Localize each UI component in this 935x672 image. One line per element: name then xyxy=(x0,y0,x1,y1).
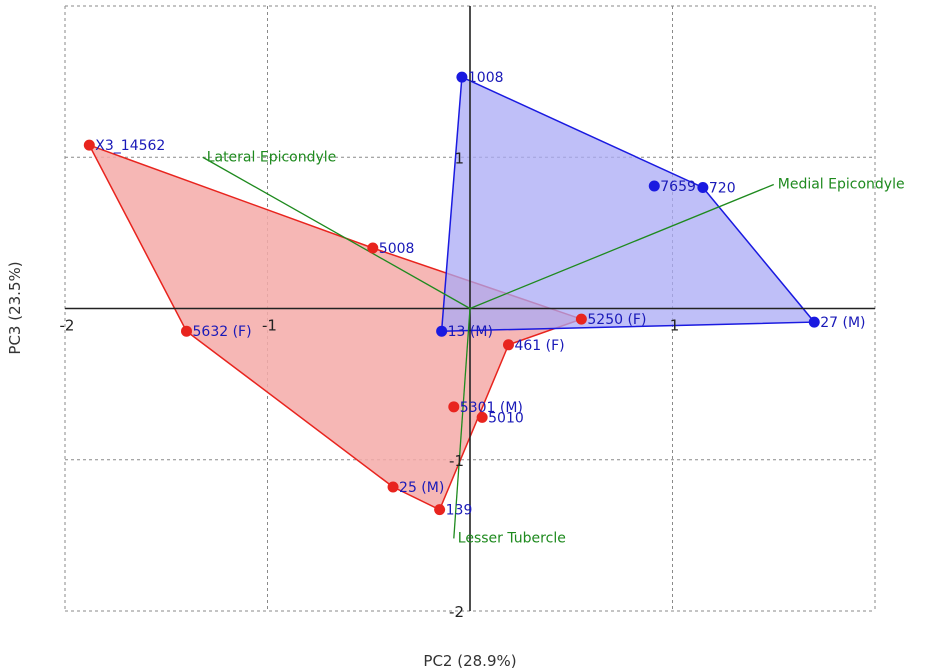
y-tick-label-1: -1 xyxy=(449,452,464,470)
blue-group-hull xyxy=(440,75,816,332)
blue-point-label-1: 720 xyxy=(709,181,736,197)
y-tick-label-2: -2 xyxy=(449,603,464,621)
data-points xyxy=(83,71,820,516)
red-inner-point-0 xyxy=(448,401,460,413)
blue-point-3 xyxy=(436,325,448,337)
loading-label-2: Lesser Tubercle xyxy=(458,530,566,546)
red-point-label-5: 5250 (F) xyxy=(587,312,646,328)
blue-point-1 xyxy=(697,182,709,193)
point-labels: X3_14562 5632 (F) 25 (M)139 461 (F) 5250 (F)… xyxy=(95,70,865,519)
red-point-0 xyxy=(83,139,95,151)
red-inner-point-1 xyxy=(476,411,488,423)
x-tick-label-0: -2 xyxy=(60,317,75,335)
red-group-hull xyxy=(87,143,584,511)
blue-inner-point-label-0: 7659 xyxy=(660,179,696,195)
y-tick-label-0: 1 xyxy=(454,149,464,167)
blue-inner-point-0 xyxy=(648,180,660,192)
x-axis-title: PC2 (28.9%) xyxy=(423,652,516,670)
x-tick-label-2: 1 xyxy=(670,317,680,335)
loading-vector-1 xyxy=(469,183,774,310)
red-point-3 xyxy=(434,504,446,516)
red-point-label-6: 5008 xyxy=(379,241,415,257)
blue-point-label-0: 1008 xyxy=(468,70,504,86)
red-point-label-1: 5632 (F) xyxy=(193,324,252,340)
y-axis-title: PC3 (23.5%) xyxy=(6,261,24,354)
red-point-1 xyxy=(181,325,192,337)
blue-point-2 xyxy=(808,316,820,328)
red-inner-point-label-0: 5301 (M) xyxy=(460,400,523,416)
loading-vectors: Lateral Epicondyle Medial Epicondyle Lesse… xyxy=(202,149,905,546)
red-point-label-2: 25 (M) xyxy=(399,480,444,496)
red-point-label-0: X3_14562 xyxy=(95,138,165,154)
group-hulls xyxy=(87,75,816,511)
blue-point-label-3: 13 (M) xyxy=(448,324,493,340)
blue-point-0 xyxy=(456,71,468,83)
red-point-label-4: 461 (F) xyxy=(514,338,564,354)
loading-label-0: Lateral Epicondyle xyxy=(207,149,337,165)
tick-labels: -2 -1 1 1 -1 -2 xyxy=(60,149,680,621)
x-tick-label-1: -1 xyxy=(262,317,277,335)
loading-label-1: Medial Epicondyle xyxy=(778,176,905,192)
red-inner-point-label-1: 5010 xyxy=(488,410,524,426)
red-point-label-3: 139 xyxy=(446,503,473,519)
loading-vector-0 xyxy=(202,156,471,310)
red-point-4 xyxy=(502,339,514,351)
red-point-2 xyxy=(387,481,399,493)
red-point-6 xyxy=(367,242,379,254)
loading-vector-2 xyxy=(453,308,471,539)
red-point-5 xyxy=(575,313,587,325)
blue-point-label-2: 27 (M) xyxy=(820,315,865,331)
